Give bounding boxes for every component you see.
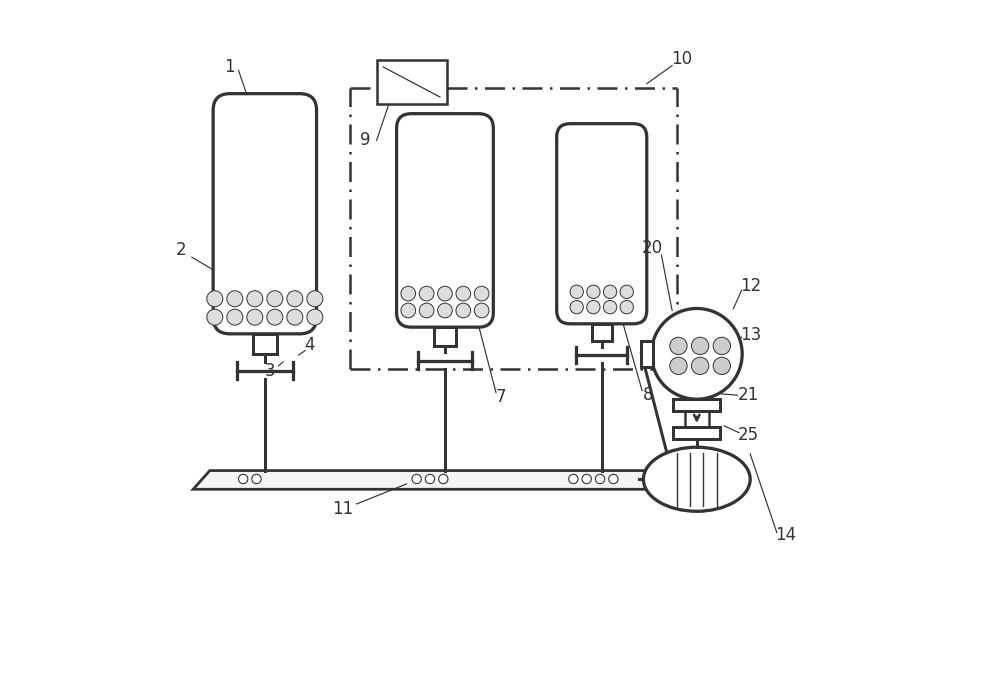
Circle shape	[474, 303, 489, 318]
Bar	[641, 340, 653, 367]
Circle shape	[691, 357, 709, 375]
Circle shape	[207, 291, 223, 306]
Circle shape	[287, 309, 303, 325]
Circle shape	[419, 286, 434, 301]
Text: 7: 7	[496, 388, 507, 406]
Circle shape	[569, 475, 578, 484]
Circle shape	[456, 303, 471, 318]
Text: 14: 14	[775, 526, 796, 544]
Circle shape	[582, 475, 591, 484]
Circle shape	[307, 309, 323, 325]
Text: 10: 10	[671, 50, 692, 68]
Text: 1: 1	[225, 58, 235, 76]
Circle shape	[587, 300, 600, 314]
Circle shape	[287, 291, 303, 306]
Circle shape	[307, 291, 323, 306]
Circle shape	[412, 475, 421, 484]
Circle shape	[401, 286, 416, 301]
Circle shape	[227, 309, 243, 325]
Circle shape	[247, 291, 263, 306]
Text: 4: 4	[305, 336, 315, 354]
Text: 8: 8	[643, 386, 653, 405]
Text: 11: 11	[333, 500, 354, 518]
Bar	[377, 61, 447, 104]
Circle shape	[439, 475, 448, 484]
Text: 25: 25	[738, 426, 759, 444]
Circle shape	[474, 286, 489, 301]
Circle shape	[713, 357, 730, 375]
FancyBboxPatch shape	[397, 114, 493, 327]
FancyBboxPatch shape	[213, 94, 317, 334]
Circle shape	[670, 357, 687, 375]
Circle shape	[267, 309, 283, 325]
Circle shape	[651, 308, 742, 399]
Circle shape	[425, 475, 435, 484]
Circle shape	[570, 300, 583, 314]
Text: 3: 3	[265, 362, 275, 379]
Circle shape	[401, 303, 416, 318]
Text: 12: 12	[740, 276, 761, 295]
Text: 9: 9	[360, 131, 370, 149]
Ellipse shape	[643, 447, 750, 511]
Circle shape	[456, 286, 471, 301]
Text: 2: 2	[176, 242, 186, 259]
Circle shape	[247, 309, 263, 325]
Circle shape	[670, 337, 687, 355]
Circle shape	[207, 309, 223, 325]
Circle shape	[595, 475, 605, 484]
Circle shape	[252, 475, 261, 484]
Circle shape	[609, 475, 618, 484]
Circle shape	[438, 286, 452, 301]
Text: 20: 20	[642, 240, 663, 257]
Circle shape	[438, 303, 452, 318]
Circle shape	[603, 285, 617, 298]
Circle shape	[691, 337, 709, 355]
FancyBboxPatch shape	[557, 124, 647, 324]
Circle shape	[570, 285, 583, 298]
Circle shape	[587, 285, 600, 298]
Polygon shape	[193, 471, 673, 489]
Circle shape	[620, 300, 633, 314]
Text: 13: 13	[740, 326, 761, 344]
Circle shape	[620, 285, 633, 298]
Circle shape	[267, 291, 283, 306]
Text: 21: 21	[738, 386, 759, 405]
Circle shape	[713, 337, 730, 355]
Circle shape	[419, 303, 434, 318]
Circle shape	[227, 291, 243, 306]
Circle shape	[238, 475, 248, 484]
Circle shape	[603, 300, 617, 314]
